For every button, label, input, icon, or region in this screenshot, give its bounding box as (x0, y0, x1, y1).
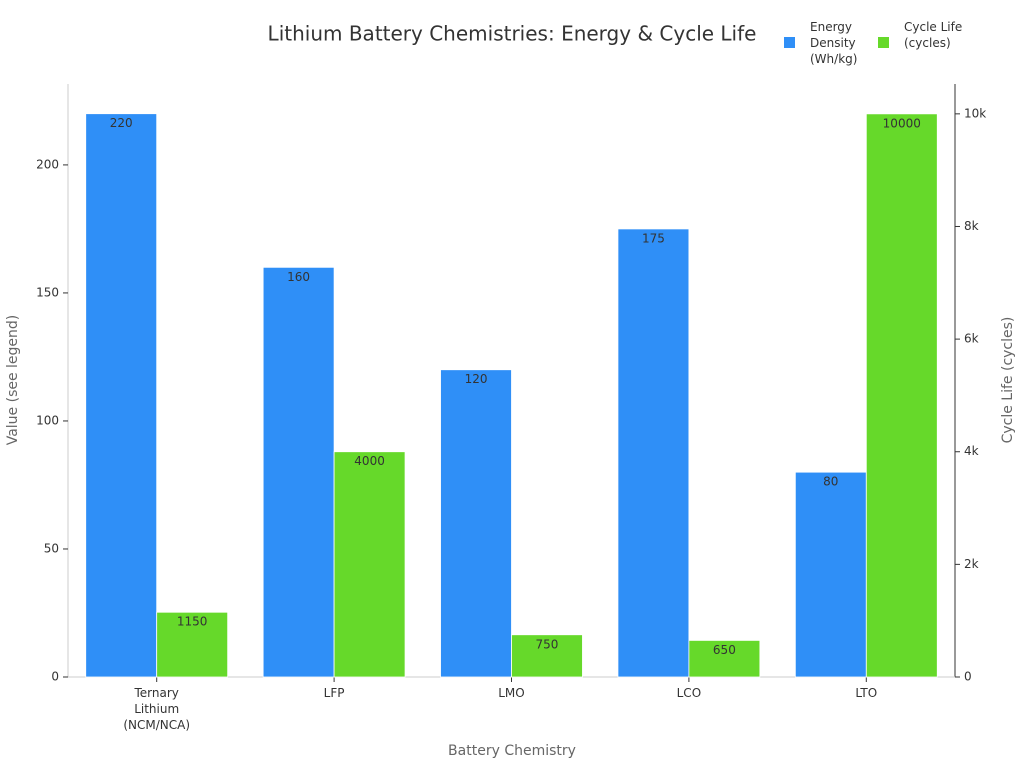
y2-tick-label: 4k (964, 444, 979, 458)
legend-label: Cycle Life (cycles) (904, 20, 963, 50)
bar (688, 639, 761, 678)
x-tick-label: LCO (676, 686, 702, 700)
y-tick-label: 50 (44, 541, 59, 555)
x-axis-title: Battery Chemistry (448, 743, 576, 759)
y-tick-label: 200 (36, 157, 59, 171)
value-label: 650 (713, 643, 736, 657)
y-tick-label: 0 (51, 670, 59, 684)
value-label: 1150 (177, 615, 208, 629)
value-label: 10000 (883, 116, 921, 130)
value-label: 160 (287, 270, 310, 284)
x-tick-label: LFP (323, 686, 345, 700)
bar (440, 369, 512, 678)
x-tick-label: Ternary Lithium (NCM/NCA) (123, 686, 191, 732)
x-tick-label: LTO (855, 686, 878, 700)
legend-swatch (784, 37, 795, 48)
y2-tick-label: 6k (964, 332, 979, 346)
legend-label: Energy Density (Wh/kg) (810, 20, 858, 66)
y2-tick-label: 10k (964, 106, 986, 120)
chart-title: Lithium Battery Chemistries: Energy & Cy… (268, 22, 757, 46)
y-tick-label: 100 (36, 413, 59, 427)
legend-swatch (878, 37, 889, 48)
value-label: 175 (642, 231, 665, 245)
bar (617, 228, 690, 678)
bar (333, 451, 406, 678)
x-tick-label: LMO (498, 686, 525, 700)
y2-axis-title: Cycle Life (cycles) (1000, 317, 1016, 444)
value-label: 120 (465, 372, 488, 386)
y-tick-label: 150 (36, 285, 59, 299)
bar (156, 611, 229, 678)
bar (794, 471, 867, 678)
value-label: 750 (536, 637, 559, 651)
value-label: 220 (110, 116, 133, 130)
bar (262, 266, 335, 678)
bar (85, 113, 158, 678)
bar (865, 113, 938, 678)
value-label: 80 (823, 475, 838, 489)
y2-tick-label: 0 (964, 670, 972, 684)
y-axis-title: Value (see legend) (5, 315, 21, 446)
value-label: 4000 (354, 454, 385, 468)
bar (511, 634, 583, 678)
y2-tick-label: 8k (964, 219, 979, 233)
y2-tick-label: 2k (964, 557, 979, 571)
